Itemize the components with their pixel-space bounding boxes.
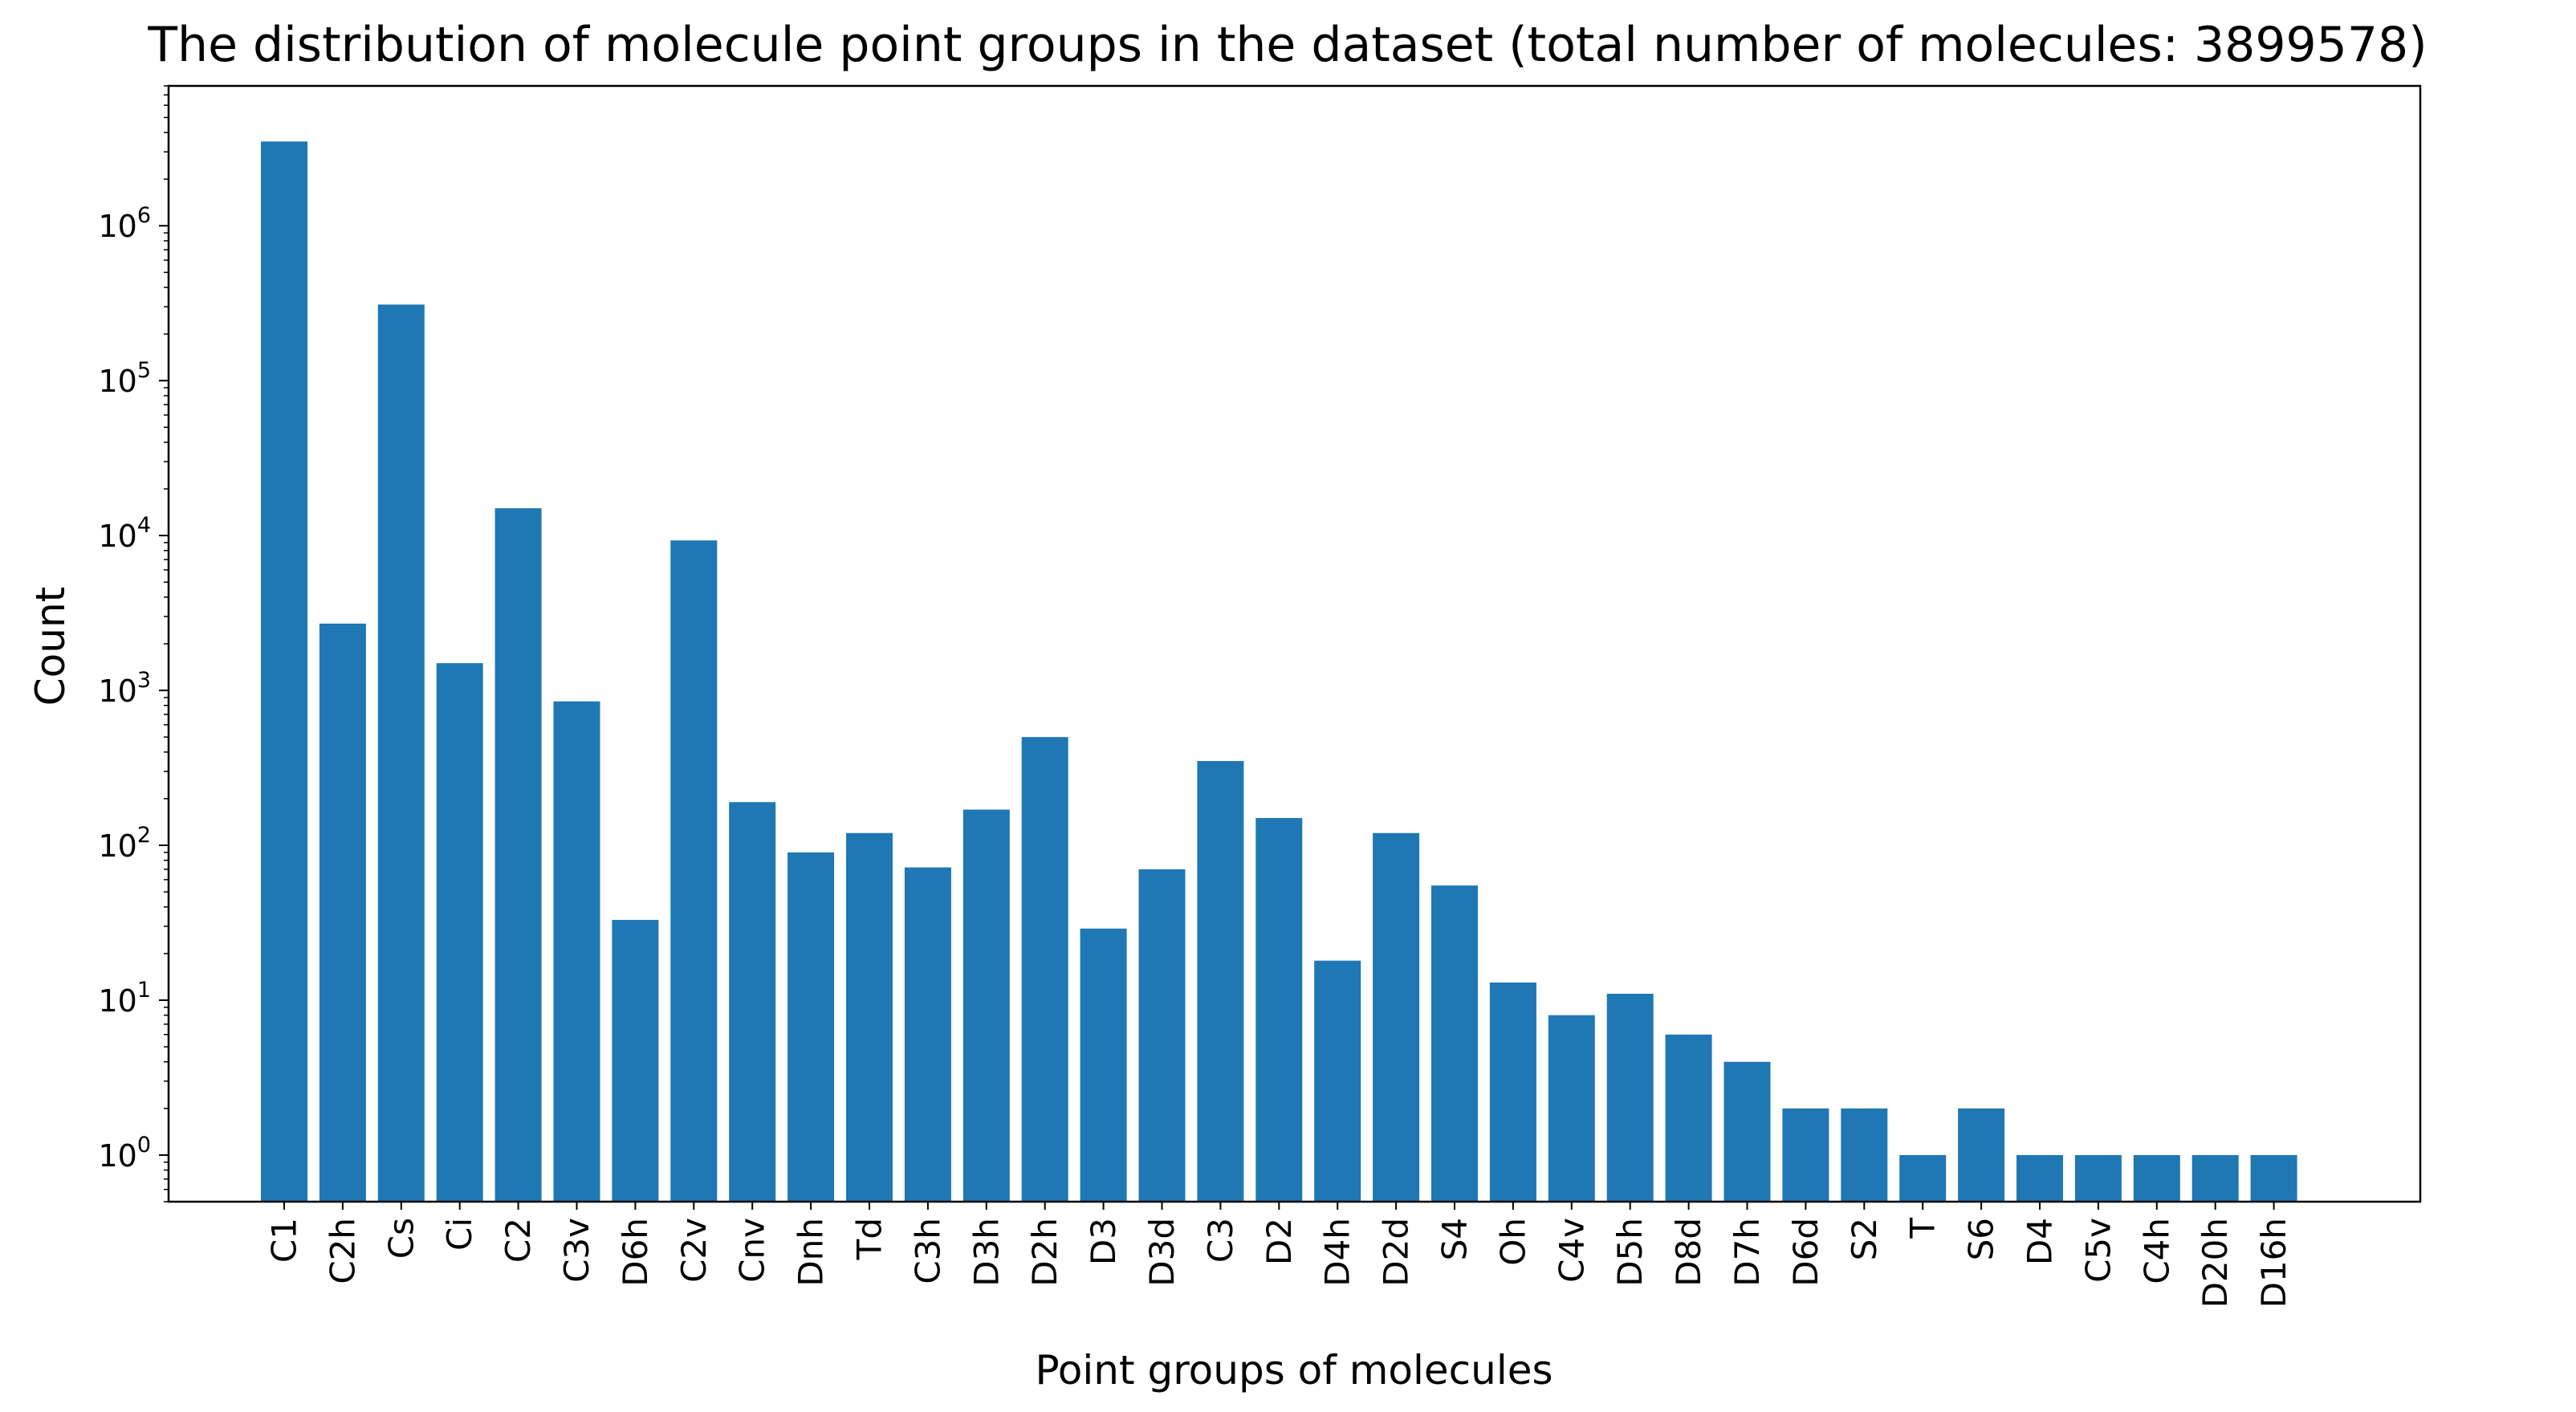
bar-D6d (1782, 1108, 1829, 1202)
x-tick-label-D6h: D6h (616, 1218, 655, 1287)
bar-Cs (377, 304, 425, 1202)
x-tick-label-S2: S2 (1845, 1218, 1884, 1260)
y-tick-label-2: 102 (98, 823, 151, 864)
bar-T (1899, 1154, 1947, 1202)
y-tick-label-0: 100 (98, 1133, 151, 1174)
x-tick-label-D4: D4 (2021, 1218, 2060, 1265)
x-tick-label-D7h: D7h (1728, 1218, 1767, 1287)
x-tick-label-D5h: D5h (1610, 1218, 1650, 1287)
bar-D2h (1021, 737, 1068, 1202)
bar-D3 (1080, 928, 1127, 1202)
x-tick-label-C2: C2 (499, 1218, 538, 1263)
bar-C3h (904, 867, 951, 1202)
x-axis: C1 C2h Cs Ci C2 C3v D6h C2v Cnv Dnh Td C3h D3h D2h D3 D… (265, 1202, 2293, 1308)
bar-D8d (1665, 1034, 1712, 1202)
bar-D4 (2016, 1154, 2063, 1202)
bar-D7h (1723, 1061, 1771, 1202)
bar-D20h (2191, 1154, 2239, 1202)
bar-Cnv (729, 802, 776, 1202)
x-tick-label-C3: C3 (1201, 1218, 1240, 1263)
bar-C1 (261, 141, 307, 1202)
y-axis: 100 101 102 103 104 105 106 (98, 85, 169, 1202)
x-tick-label-Cs: Cs (381, 1218, 421, 1259)
x-tick-label-C5v: C5v (2078, 1218, 2118, 1283)
x-axis-label: Point groups of molecules (1035, 1347, 1553, 1394)
x-tick-label-S6: S6 (1962, 1218, 2001, 1260)
y-tick-label-5: 105 (98, 358, 151, 399)
x-tick-label-D20h: D20h (2196, 1218, 2235, 1308)
bar-C2 (494, 508, 542, 1202)
bar-Oh (1489, 982, 1536, 1202)
x-tick-label-C4v: C4v (1552, 1218, 1591, 1283)
x-tick-label-C2v: C2v (674, 1218, 714, 1283)
bar-D16h (2250, 1154, 2297, 1202)
x-tick-label-T: T (1903, 1218, 1943, 1239)
bar-Dnh (787, 852, 835, 1202)
bar-S2 (1841, 1108, 1888, 1202)
bar-C5v (2074, 1154, 2122, 1202)
x-tick-label-Dnh: Dnh (792, 1218, 831, 1287)
bar-D2d (1373, 832, 1420, 1202)
bars-layer (261, 141, 2297, 1202)
y-tick-label-1: 101 (98, 978, 151, 1019)
x-tick-label-C2h: C2h (323, 1218, 362, 1284)
bar-D3d (1138, 869, 1186, 1202)
bar-C2h (319, 623, 366, 1202)
x-tick-label-C1: C1 (265, 1218, 304, 1263)
x-tick-label-D6d: D6d (1786, 1218, 1825, 1287)
bar-S6 (1958, 1108, 2005, 1202)
x-tick-label-Td: Td (850, 1218, 889, 1260)
x-tick-label-D3: D3 (1084, 1218, 1123, 1265)
x-tick-label-D3h: D3h (967, 1218, 1006, 1287)
bar-S4 (1431, 885, 1478, 1202)
y-tick-label-4: 104 (98, 513, 151, 554)
x-tick-label-C3h: C3h (908, 1218, 947, 1284)
x-tick-label-S4: S4 (1435, 1218, 1475, 1260)
x-tick-label-D4h: D4h (1318, 1218, 1357, 1287)
x-tick-label-D2: D2 (1260, 1218, 1299, 1265)
x-tick-label-C4h: C4h (2137, 1218, 2176, 1284)
bar-D2 (1255, 818, 1303, 1202)
bar-C3 (1197, 761, 1244, 1202)
x-tick-label-Cnv: Cnv (733, 1218, 772, 1283)
bar-C4h (2133, 1154, 2180, 1202)
x-tick-label-D2d: D2d (1377, 1218, 1416, 1287)
x-tick-label-D16h: D16h (2254, 1218, 2293, 1308)
x-tick-label-D8d: D8d (1669, 1218, 1708, 1287)
x-tick-label-Oh: Oh (1493, 1218, 1532, 1266)
chart-title: The distribution of molecule point group… (147, 17, 2427, 73)
bar-Ci (436, 663, 483, 1202)
y-tick-label-3: 103 (98, 668, 151, 709)
bar-D4h (1314, 960, 1361, 1202)
bar-D5h (1606, 993, 1654, 1202)
x-tick-label-C3v: C3v (557, 1218, 596, 1283)
plot-frame (167, 84, 2422, 1203)
x-tick-label-D3d: D3d (1142, 1218, 1182, 1287)
bar-D6h (612, 919, 659, 1202)
bar-D3h (962, 809, 1010, 1202)
x-tick-label-Ci: Ci (440, 1218, 479, 1251)
x-tick-label-D2h: D2h (1025, 1218, 1064, 1287)
bar-C3v (553, 701, 600, 1202)
y-tick-label-6: 106 (98, 203, 151, 244)
bar-C4v (1548, 1015, 1595, 1202)
bar-C2v (670, 540, 718, 1202)
y-axis-label: Count (27, 587, 74, 706)
bar-Td (846, 832, 893, 1202)
